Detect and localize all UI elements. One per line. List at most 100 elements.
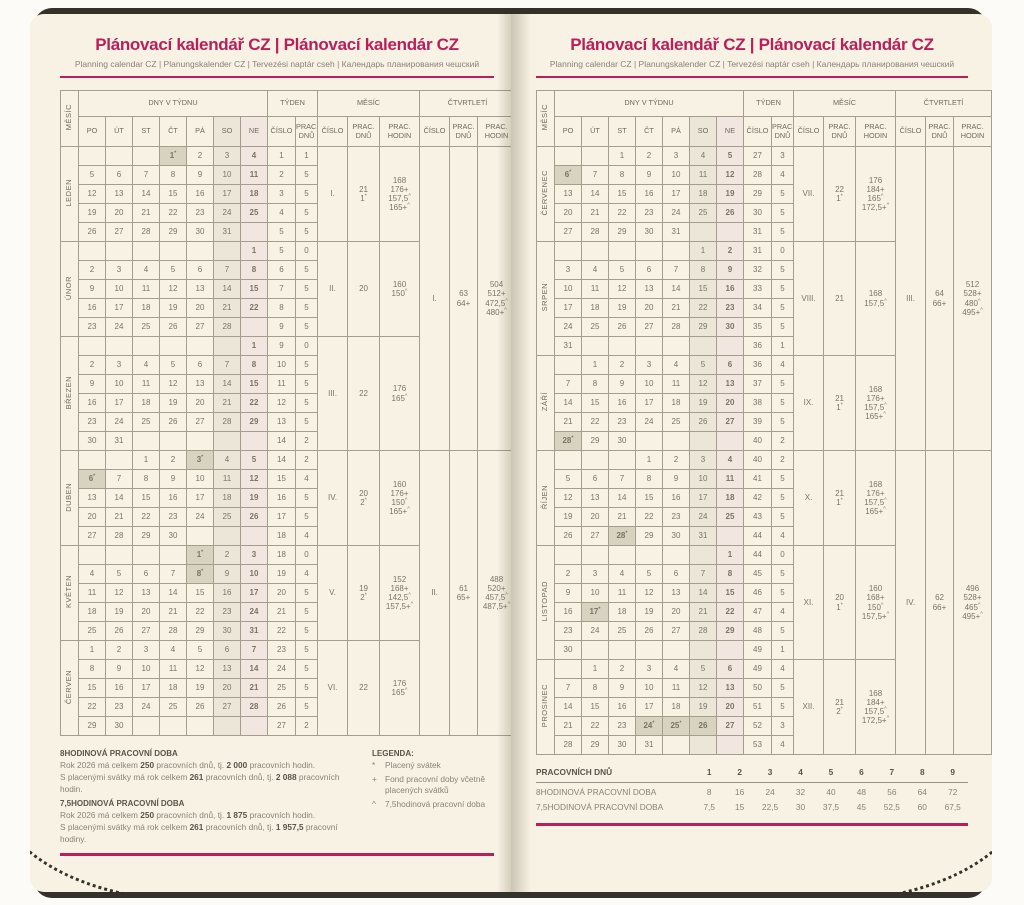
day-cell: 22 [186,602,214,622]
day-cell: 8 [608,165,636,185]
day-cell: 13 [105,184,133,204]
day-cell [716,431,744,451]
day-cell: 18 [662,697,690,717]
month-name: BŘEZEN [60,336,79,451]
working-days-col: 2 [737,767,742,777]
day-cell: 12 [689,678,717,698]
header-day-so: SO [689,116,717,147]
week-workdays: 5 [770,488,795,508]
working-days-label: PRACOVNÍCH DNŮ [536,767,613,777]
day-cell: 29 [240,412,268,432]
week-number: 17 [267,507,296,527]
month-name: ČERVEN [60,640,79,736]
day-cell [186,431,214,451]
day-cell: 14 [240,659,268,679]
month-name: ŘÍJEN [536,450,555,546]
working-days-value: 37,5 [822,802,840,812]
day-cell: 30 [716,317,744,337]
day-cell: 15 [78,678,106,698]
day-cell: 28 [159,621,187,641]
day-cell: 2 [186,146,214,166]
week-workdays: 5 [770,203,795,223]
header-month-label: MĚSÍC [64,104,74,131]
week-number: 49 [743,659,772,679]
working-days-value: 16 [735,787,745,797]
day-cell: 7 [240,640,268,660]
week-number: 39 [743,412,772,432]
week-row: 2 3 4 5 6 7 8 45 5 [537,564,992,584]
week-workdays: 5 [294,222,319,242]
day-cell: 6 [716,659,744,679]
day-cell: 25 [78,621,106,641]
day-cell: 31 [240,621,268,641]
day-cell: 1 [240,241,268,261]
day-cell: 13 [581,488,609,508]
day-cell: 5 [159,260,187,280]
day-cell: 17 [186,488,214,508]
day-cell: 16 [716,279,744,299]
week-workdays: 5 [294,697,319,717]
week-row: 29 30 27 2 [61,716,512,736]
working-days-value: 64 [917,787,927,797]
working-days-value: 7,5 [703,802,715,812]
week-number: 15 [267,469,296,489]
day-cell: 23 [78,412,106,432]
week-workdays: 1 [294,146,319,166]
day-cell: 5 [78,165,106,185]
day-cell: 8 [132,469,160,489]
working-days-col: 1 [706,767,712,777]
day-cell: 6* [78,469,106,489]
day-cell: 2 [78,260,106,280]
day-cell: 17 [554,298,582,318]
day-cell [662,735,690,755]
day-cell: 27 [213,697,241,717]
week-row: 5 6 7 8 9 10 11 41 5 [537,469,992,489]
day-cell: 4 [132,355,160,375]
day-cell: 13 [635,279,663,299]
week-number: 5 [267,241,296,261]
working-days-value: 24 [765,787,775,797]
day-cell: 5 [608,260,636,280]
week-row: 16 17 18 19 20 21 22 12 5 [61,393,512,413]
week-row: 3 4 5 6 7 8 9 32 5 [537,260,992,280]
day-cell: 24 [581,621,609,641]
day-cell: 13 [716,678,744,698]
week-workdays: 0 [294,545,319,565]
working-days-value: 48 [856,787,867,797]
day-cell: 23 [186,203,214,223]
working-days-col: 9 [950,767,956,777]
day-cell [635,431,663,451]
day-cell: 2 [662,450,690,470]
legend-item: + Fond pracovní doby včetně placených svá… [372,774,494,797]
day-cell [78,450,106,470]
day-cell: 25 [716,507,744,527]
week-row: 14 15 16 17 18 19 20 38 5 [537,393,992,413]
day-cell [186,241,214,261]
day-cell: 28* [554,431,582,451]
working-days-row: 8HODINOVÁ PRACOVNÍ DOBA 8 16 24 32 40 48 56 64 72 [536,785,968,800]
day-cell: 2 [716,241,744,261]
day-cell: 12 [554,488,582,508]
day-cell: 23 [554,621,582,641]
day-cell: 13 [716,374,744,394]
week-row: 13 14 15 16 17 18 19 16 5 [61,488,512,508]
header-subcol: ČÍSLO [743,116,772,147]
day-cell: 16 [608,697,636,717]
day-cell: 11 [581,279,609,299]
day-cell [105,545,133,565]
day-cell: 31 [689,526,717,546]
day-cell: 5 [689,355,717,375]
day-cell: 23 [213,602,241,622]
quarter-workdays: 62 66+ [925,450,955,755]
day-cell: 4 [213,450,241,470]
day-cell: 22 [159,203,187,223]
day-cell: 7 [159,564,187,584]
day-cell: 18 [240,184,268,204]
working-days-value: 8 [706,787,712,797]
header-subcol: PRAC. HODIN [477,116,511,147]
day-cell: 24 [213,203,241,223]
day-cell: 4 [78,564,106,584]
day-cell [608,241,636,261]
month-workdays: 20 1* [823,545,857,660]
header-day-po: PO [78,116,106,147]
